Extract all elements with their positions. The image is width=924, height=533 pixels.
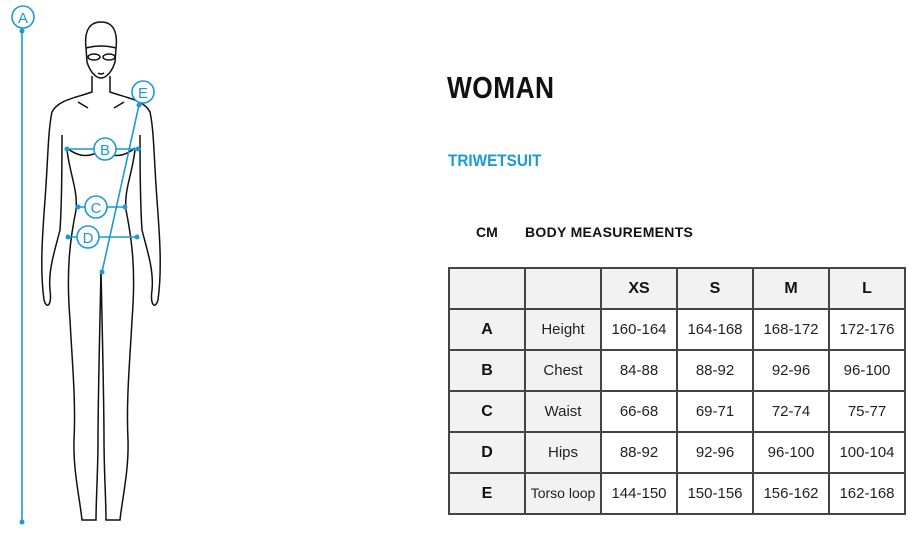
- table-row: E Torso loop 144-150 150-156 156-162 162-168: [448, 472, 906, 515]
- row-key: C: [448, 390, 526, 433]
- row-name: Chest: [524, 349, 602, 392]
- value-cell: 144-150: [600, 472, 678, 515]
- value-cell: 100-104: [828, 431, 906, 474]
- value-cell: 150-156: [676, 472, 754, 515]
- row-key: B: [448, 349, 526, 392]
- measurement-lines: [11, 5, 155, 525]
- value-cell: 172-176: [828, 308, 906, 351]
- table-row: A Height 160-164 164-168 168-172 172-176: [448, 308, 906, 351]
- value-cell: 156-162: [752, 472, 830, 515]
- value-cell: 96-100: [752, 431, 830, 474]
- size-header: XS: [600, 267, 678, 310]
- size-header: M: [752, 267, 830, 310]
- size-header: L: [828, 267, 906, 310]
- body-figure-diagram: A B C D E: [11, 5, 161, 525]
- value-cell: 168-172: [752, 308, 830, 351]
- value-cell: 164-168: [676, 308, 754, 351]
- svg-text:C: C: [91, 200, 102, 217]
- page-title: WOMAN: [447, 70, 555, 105]
- value-cell: 162-168: [828, 472, 906, 515]
- unit-label: CM: [476, 224, 498, 240]
- measurement-labels: A B C D E: [18, 10, 148, 247]
- row-name: Height: [524, 308, 602, 351]
- value-cell: 66-68: [600, 390, 678, 433]
- svg-text:A: A: [18, 10, 28, 27]
- table-header-row: XS S M L: [448, 267, 906, 310]
- svg-text:B: B: [100, 142, 110, 159]
- size-header: S: [676, 267, 754, 310]
- value-cell: 96-100: [828, 349, 906, 392]
- table-row: C Waist 66-68 69-71 72-74 75-77: [448, 390, 906, 433]
- value-cell: 88-92: [676, 349, 754, 392]
- table-row: D Hips 88-92 92-96 96-100 100-104: [448, 431, 906, 474]
- product-subtitle: TRIWETSUIT: [448, 151, 542, 170]
- row-name: Waist: [524, 390, 602, 433]
- value-cell: 84-88: [600, 349, 678, 392]
- value-cell: 69-71: [676, 390, 754, 433]
- row-name: Torso loop: [524, 472, 602, 515]
- row-name: Hips: [524, 431, 602, 474]
- svg-text:E: E: [138, 85, 148, 102]
- value-cell: 88-92: [600, 431, 678, 474]
- woman-silhouette: [41, 21, 161, 521]
- table-row: B Chest 84-88 88-92 92-96 96-100: [448, 349, 906, 392]
- size-table: XS S M L A Height 160-164 164-168 168-172 172…: [448, 267, 906, 515]
- value-cell: 75-77: [828, 390, 906, 433]
- row-key: E: [448, 472, 526, 515]
- row-key: D: [448, 431, 526, 474]
- value-cell: 72-74: [752, 390, 830, 433]
- measurements-heading: BODY MEASUREMENTS: [525, 224, 694, 240]
- value-cell: 92-96: [752, 349, 830, 392]
- svg-text:D: D: [83, 230, 94, 247]
- value-cell: 92-96: [676, 431, 754, 474]
- value-cell: 160-164: [600, 308, 678, 351]
- row-key: A: [448, 308, 526, 351]
